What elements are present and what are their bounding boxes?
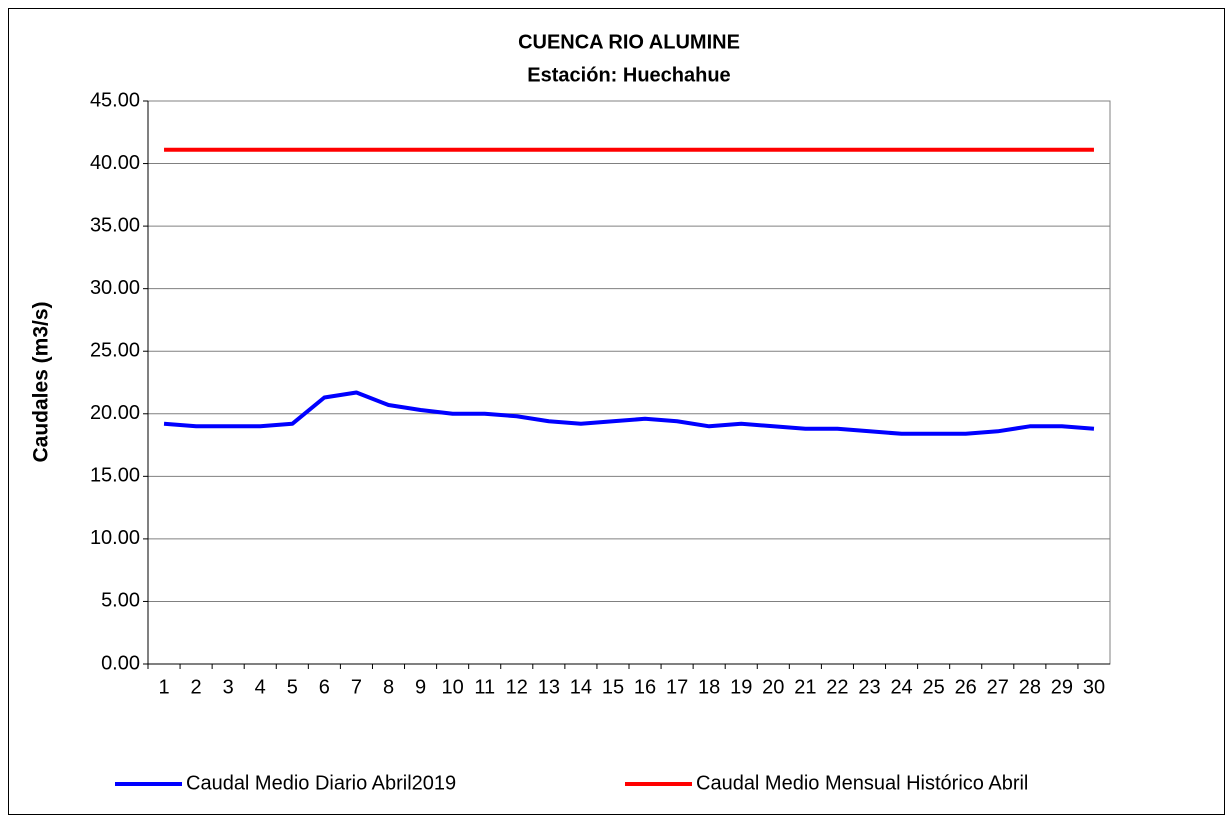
y-axis-title: Caudales (m3/s)	[30, 301, 53, 462]
x-tick-label: 4	[255, 676, 266, 698]
x-tick-label: 12	[506, 676, 528, 698]
y-tick-label: 35.00	[90, 214, 140, 236]
x-tick-label: 19	[730, 676, 752, 698]
x-tick-label: 22	[826, 676, 848, 698]
x-tick-label: 9	[415, 676, 426, 698]
legend-label: Caudal Medio Diario Abril2019	[186, 772, 456, 794]
x-tick-label: 30	[1083, 676, 1105, 698]
x-tick-label: 24	[890, 676, 912, 698]
y-tick-label: 45.00	[90, 89, 140, 111]
x-tick-label: 26	[955, 676, 977, 698]
x-tick-label: 17	[666, 676, 688, 698]
x-tick-label: 15	[602, 676, 624, 698]
x-tick-label: 28	[1019, 676, 1041, 698]
chart-subtitle: Estación: Huechahue	[527, 64, 730, 86]
x-tick-label: 10	[442, 676, 464, 698]
y-tick-label: 15.00	[90, 465, 140, 487]
legend-label: Caudal Medio Mensual Histórico Abril	[696, 772, 1028, 794]
x-tick-label: 16	[634, 676, 656, 698]
chart-title: CUENCA RIO ALUMINE	[518, 31, 740, 53]
x-tick-label: 25	[923, 676, 945, 698]
y-tick-label: 5.00	[101, 590, 140, 612]
x-tick-label: 27	[987, 676, 1009, 698]
y-tick-label: 20.00	[90, 402, 140, 424]
x-tick-label: 18	[698, 676, 720, 698]
x-tick-label: 14	[570, 676, 592, 698]
x-tick-label: 6	[319, 676, 330, 698]
x-tick-label: 23	[858, 676, 880, 698]
x-tick-label: 3	[223, 676, 234, 698]
x-tick-label: 13	[538, 676, 560, 698]
y-tick-label: 10.00	[90, 527, 140, 549]
y-tick-label: 40.00	[90, 152, 140, 174]
plot-area	[147, 100, 1111, 665]
x-tick-label: 29	[1051, 676, 1073, 698]
series-line	[163, 390, 1095, 436]
x-tick-label: 8	[383, 676, 394, 698]
x-tick-label: 11	[474, 676, 495, 698]
y-tick-label: 30.00	[90, 277, 140, 299]
x-tick-label: 1	[158, 676, 169, 698]
x-tick-label: 5	[287, 676, 298, 698]
x-tick-label: 21	[794, 676, 816, 698]
x-tick-label: 7	[351, 676, 362, 698]
x-tick-label: 20	[762, 676, 784, 698]
x-tick-label: 2	[191, 676, 202, 698]
y-tick-label: 25.00	[90, 340, 140, 362]
y-tick-label: 0.00	[101, 652, 140, 674]
